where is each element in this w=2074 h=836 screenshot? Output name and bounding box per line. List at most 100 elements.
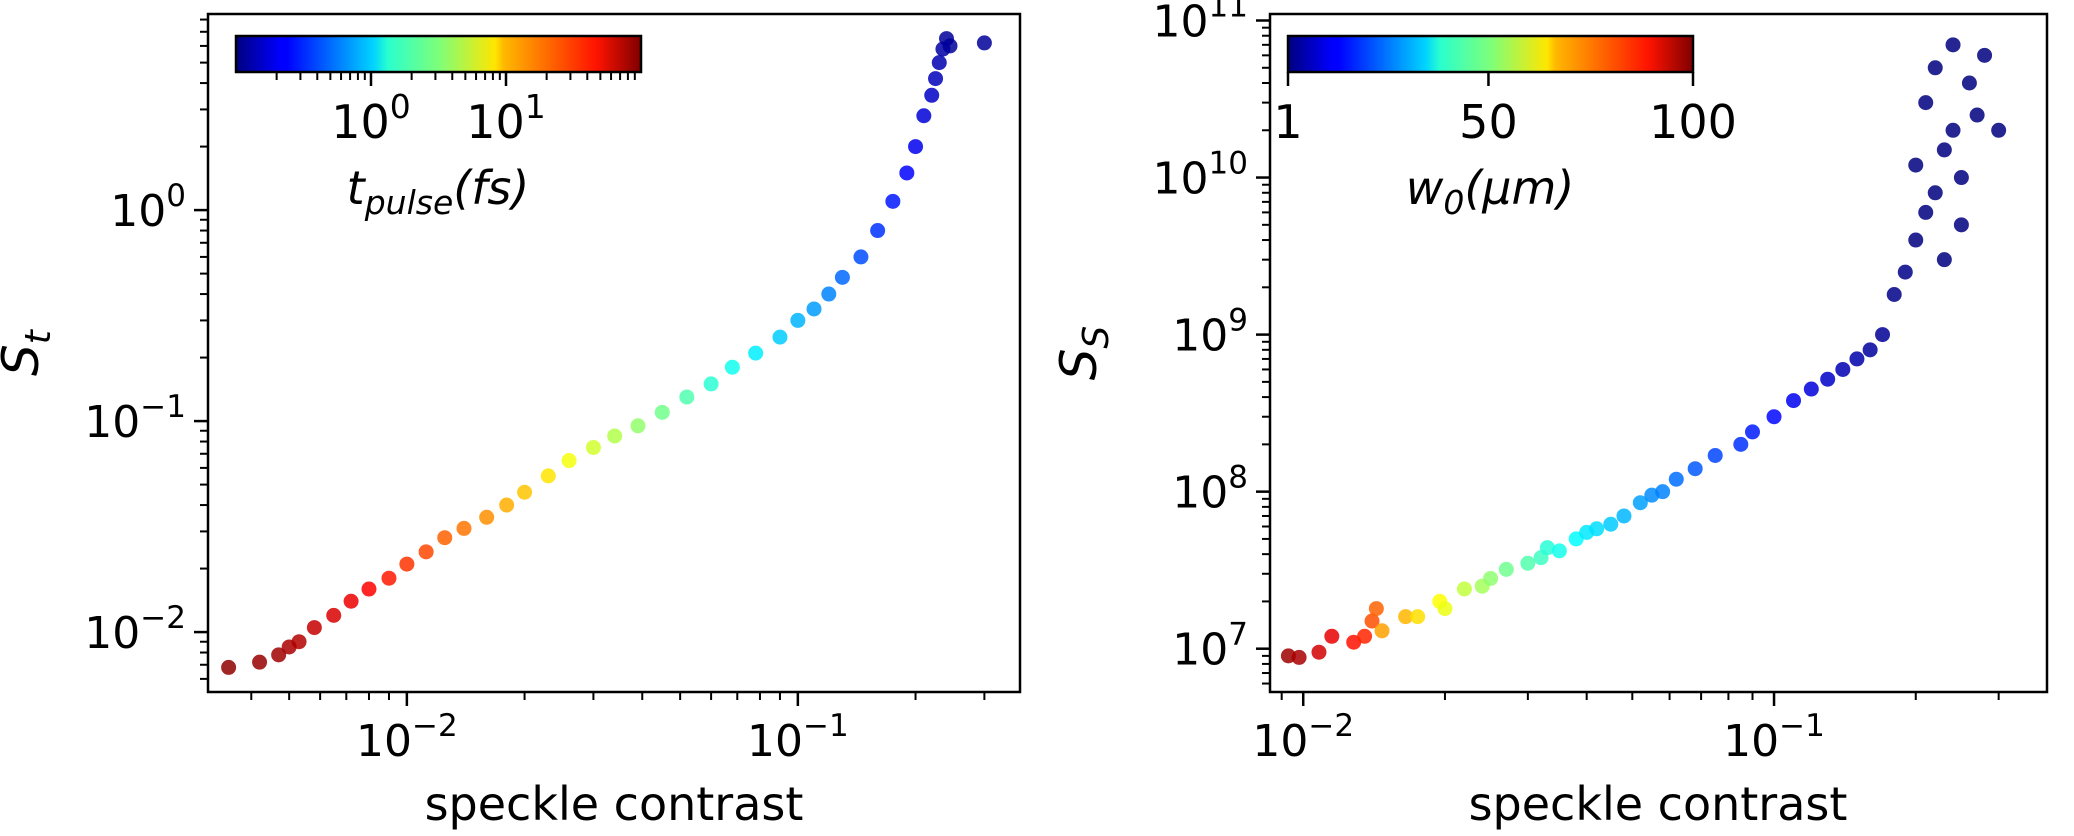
data-point [381,570,397,586]
data-point [724,359,740,375]
data-point [1311,644,1327,660]
data-point [1398,609,1414,625]
data-point [1977,47,1993,63]
data-point [748,345,764,361]
data-point [679,389,695,405]
data-point [1498,561,1514,577]
colorbar-label: tpulse(fs) [347,161,530,222]
data-point [1918,95,1934,111]
data-point [499,497,515,513]
data-point [870,223,886,239]
data-point [1835,361,1851,377]
data-point [343,593,359,609]
data-point [1410,609,1426,625]
data-point [1945,37,1961,53]
data-point [1897,264,1913,280]
data-point [607,428,623,444]
data-point [942,38,958,54]
colorbar-tick-label: 50 [1459,95,1518,149]
x-tick-label: 10−2 [1252,708,1354,767]
y-tick-label: 109 [1172,303,1248,362]
data-point [291,634,307,650]
y-axis-ticks: 10−2 10−1 100 [84,18,208,680]
data-point [1632,495,1648,511]
y-tick-label: 108 [1172,460,1248,519]
data-point [1357,628,1373,644]
data-point [1908,232,1924,248]
data-point [908,139,924,155]
data-point [899,165,915,181]
y-tick-label: 1011 [1153,0,1248,48]
data-point [1875,327,1891,343]
colorbar-gradient [1286,34,1695,74]
data-point [1886,287,1902,303]
x-axis-label: speckle contrast [425,777,804,831]
data-point [585,439,601,455]
data-point [1927,185,1943,201]
data-point [1291,649,1307,665]
data-point [821,286,837,302]
data-point [1991,122,2007,138]
data-point [252,654,268,670]
data-point [399,556,415,572]
data-point [271,647,287,663]
data-point [790,312,806,328]
data-point [1918,204,1934,220]
data-point [1961,75,1977,91]
data-point [931,55,947,71]
x-tick-label: 10−1 [1723,708,1825,767]
data-point [885,193,901,209]
x-tick-label: 10−2 [356,708,458,767]
data-point [806,301,822,317]
plot-frame [1268,12,2049,694]
data-point [1687,461,1703,477]
data-point [1945,122,1961,138]
data-point [306,620,322,636]
data-point [1437,601,1453,617]
chart-ss-vs-speckle-contrast: 10−2 10−1 107 108 109 1010 1011 speckle contr… [1050,0,2049,831]
x-tick-label: 10−1 [747,708,849,767]
data-point [479,509,495,525]
data-point [1953,170,1969,186]
y-axis-label: SS [1050,326,1117,381]
data-point [1668,471,1684,487]
colorbar: 1 50 100 w0(μm) [1273,34,1737,222]
colorbar: 100 101 tpulse(fs) [234,34,643,222]
x-axis-label: speckle contrast [1469,777,1848,831]
data-point [437,530,453,546]
colorbar-gradient [234,34,643,74]
data-point [1927,60,1943,76]
data-point [540,468,556,484]
data-point [1862,342,1878,358]
data-point [1953,217,1969,233]
data-point [1733,436,1749,452]
data-point [1820,371,1836,387]
data-point [1456,581,1472,597]
data-point [1539,540,1555,556]
data-point [1969,107,1985,123]
data-point [772,329,788,345]
y-axis-label: St [0,328,59,376]
scatter-points [221,31,992,675]
data-point [654,404,670,420]
data-point [1520,555,1536,571]
data-point [1483,570,1499,586]
data-point [1766,409,1782,425]
data-point [630,418,646,434]
data-point [1368,601,1384,617]
data-point [361,581,377,597]
data-point [834,269,850,285]
colorbar-ticks: 100 101 [275,72,636,149]
data-point [1655,484,1671,500]
data-point [1936,142,1952,158]
y-axis-ticks: 107 108 109 1010 1011 [1153,0,1270,685]
chart-st-vs-speckle-contrast: 10−2 10−1 10−2 10−1 100 speckle contrast St… [0,12,1022,831]
data-point [916,108,932,124]
y-tick-label: 10−2 [84,600,186,659]
y-tick-label: 1010 [1153,146,1248,205]
x-axis-ticks: 10−2 10−1 [1252,692,2000,767]
data-point [1908,157,1924,173]
colorbar-tick-label: 1 [1273,95,1302,149]
data-point [418,544,434,560]
